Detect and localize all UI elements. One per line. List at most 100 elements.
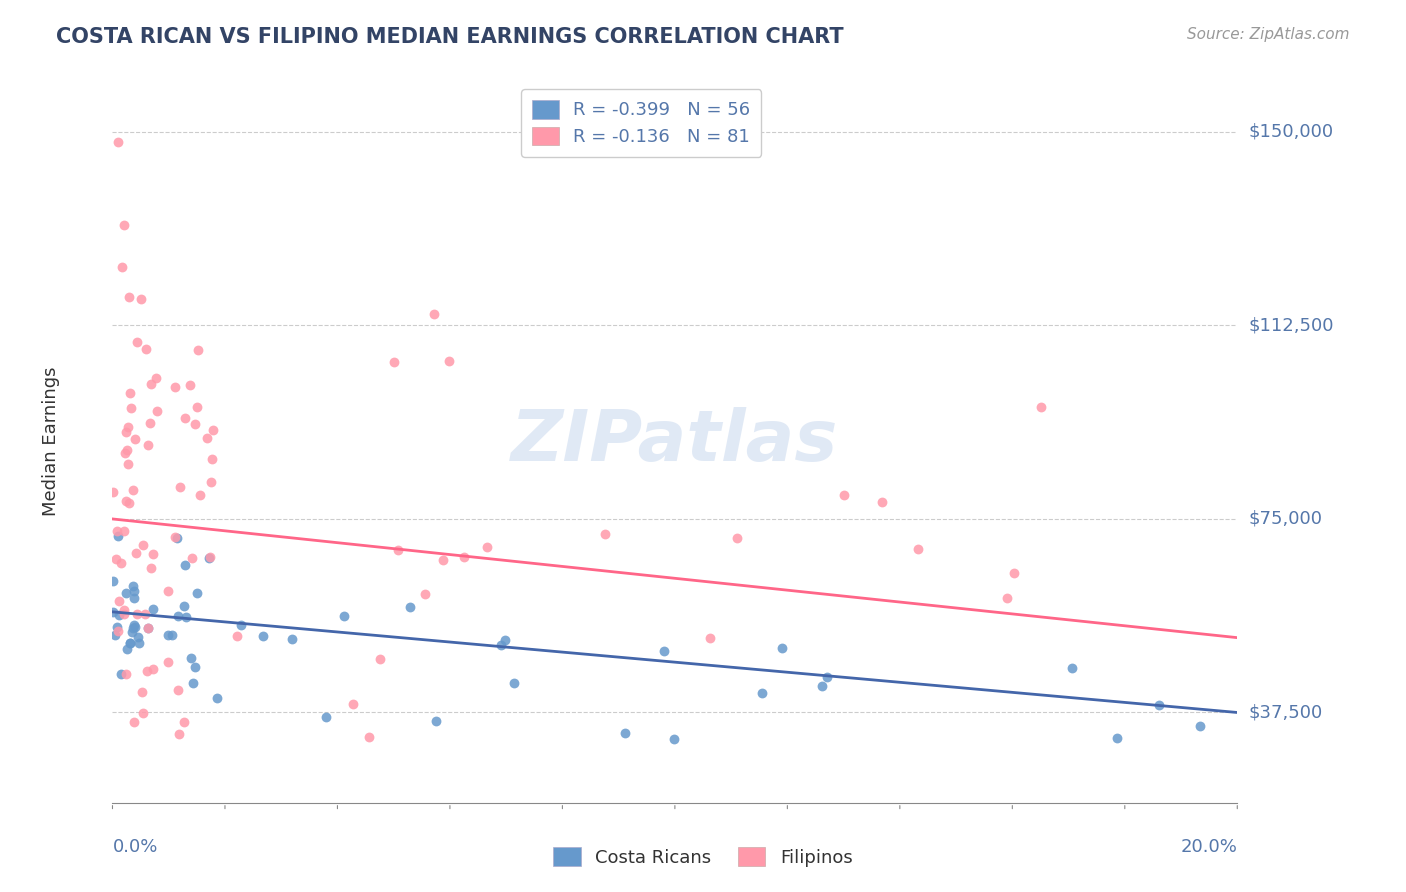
Point [104, 551, 127, 566]
Point [491, 639, 513, 653]
Point [281, 632, 304, 647]
Point [118, 636, 141, 650]
Point [136, 665, 159, 679]
Point [834, 488, 856, 502]
Point [112, 524, 135, 538]
Point [129, 293, 152, 307]
Point [110, 667, 132, 681]
Point [105, 619, 128, 633]
Point [432, 553, 454, 567]
Point [157, 584, 180, 599]
Point [115, 641, 138, 656]
Text: $150,000: $150,000 [1249, 123, 1333, 141]
Point [423, 307, 446, 321]
Point [186, 401, 208, 415]
Point [121, 625, 143, 640]
Point [437, 354, 460, 368]
Point [101, 574, 124, 589]
Point [101, 485, 124, 500]
Point [174, 410, 197, 425]
Point [111, 260, 134, 274]
Point [160, 628, 183, 642]
Point [101, 605, 124, 619]
Point [117, 458, 139, 472]
Point [124, 620, 146, 634]
Point [332, 608, 354, 623]
Point [252, 629, 274, 643]
Point [132, 538, 155, 552]
Point [1060, 661, 1083, 675]
Point [815, 670, 838, 684]
Point [173, 558, 195, 573]
Point [114, 425, 136, 439]
Point [201, 451, 224, 466]
Point [357, 730, 380, 744]
Point [127, 631, 149, 645]
Point [1188, 719, 1211, 733]
Text: $37,500: $37,500 [1249, 704, 1323, 722]
Legend: R = -0.399   N = 56, R = -0.136   N = 81: R = -0.399 N = 56, R = -0.136 N = 81 [522, 89, 761, 157]
Point [115, 442, 138, 457]
Point [751, 686, 773, 700]
Point [167, 727, 190, 741]
Point [184, 417, 207, 431]
Point [181, 676, 204, 690]
Point [118, 290, 141, 304]
Point [187, 343, 209, 357]
Point [139, 416, 162, 430]
Point [229, 618, 252, 632]
Text: Median Earnings: Median Earnings [42, 367, 59, 516]
Point [156, 628, 179, 642]
Point [115, 586, 138, 600]
Point [146, 403, 169, 417]
Point [995, 591, 1018, 605]
Point [186, 586, 208, 600]
Point [124, 714, 146, 729]
Point [453, 550, 475, 565]
Point [169, 480, 191, 494]
Point [413, 587, 436, 601]
Point [122, 618, 145, 632]
Point [112, 602, 135, 616]
Point [104, 628, 127, 642]
Point [131, 685, 153, 699]
Text: 20.0%: 20.0% [1181, 838, 1237, 855]
Point [180, 650, 202, 665]
Text: Source: ZipAtlas.com: Source: ZipAtlas.com [1187, 27, 1350, 42]
Point [614, 726, 637, 740]
Point [1029, 401, 1052, 415]
Point [398, 599, 420, 614]
Text: $75,000: $75,000 [1249, 510, 1323, 528]
Point [128, 635, 150, 649]
Point [368, 652, 391, 666]
Point [135, 342, 157, 356]
Point [105, 524, 128, 539]
Point [425, 714, 447, 728]
Point [870, 494, 893, 508]
Text: 0.0%: 0.0% [112, 838, 157, 855]
Point [167, 683, 190, 698]
Point [145, 371, 167, 385]
Point [725, 532, 748, 546]
Point [654, 644, 676, 658]
Point [142, 662, 165, 676]
Text: $112,500: $112,500 [1249, 317, 1334, 334]
Point [202, 423, 225, 437]
Point [117, 419, 139, 434]
Point [122, 583, 145, 598]
Point [165, 530, 187, 544]
Point [197, 551, 219, 566]
Point [770, 640, 793, 655]
Point [121, 621, 143, 635]
Point [139, 561, 162, 575]
Point [179, 377, 201, 392]
Point [157, 655, 180, 669]
Point [124, 432, 146, 446]
Point [107, 608, 129, 623]
Point [142, 547, 165, 561]
Point [125, 334, 148, 349]
Point [1147, 698, 1170, 713]
Point [125, 546, 148, 560]
Point [120, 636, 142, 650]
Point [166, 532, 188, 546]
